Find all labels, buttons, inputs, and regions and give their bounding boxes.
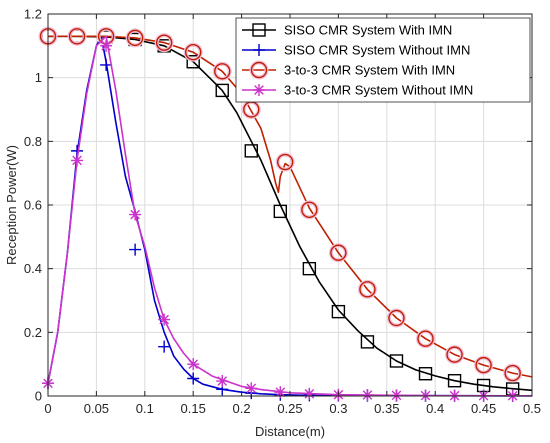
legend-entry: 3-to-3 CMR System Without IMN [242,83,473,98]
data-point [129,208,142,221]
x-tick-label: 0.15 [181,401,206,416]
y-tick-label: 1.2 [24,7,42,22]
y-tick-label: 0 [35,389,42,404]
data-point [389,354,404,368]
y-tick-label: 0.8 [24,134,42,149]
data-point [361,389,374,402]
data-point [245,382,258,395]
x-tick-label: 0.05 [84,401,109,416]
data-point [244,144,258,158]
x-tick-label: 0.5 [523,401,541,416]
y-tick-label: 0.2 [24,325,42,340]
x-axis-label: Distance(m) [255,424,325,439]
data-point [215,83,229,98]
legend-entry: 3-to-3 CMR System With IMN [242,60,455,80]
data-point [330,244,347,261]
y-tick-label: 0.6 [24,198,42,213]
x-tick-label: 0.1 [136,401,154,416]
x-tick-label: 0.45 [471,401,496,416]
data-point [71,154,84,167]
data-point [302,261,317,276]
data-point [331,304,346,319]
data-point [253,84,265,96]
series-line [48,35,533,378]
data-point [187,358,200,371]
tick-labels: 0 0.05 0.1 0.15 0.2 0.25 0.3 0.35 0.4 0.45 0.5 0 0.2… [24,7,541,417]
legend-label: 3-to-3 CMR System With IMN [284,63,455,78]
data-point [250,61,268,79]
data-point [273,204,288,219]
data-point [253,44,265,56]
data-point [216,375,229,388]
data-point [475,356,492,374]
data-point [301,201,318,218]
y-tick-label: 0.4 [24,261,42,276]
data-point [158,313,171,326]
x-tick-label: 0.2 [233,401,251,416]
data-point [158,340,171,353]
data-point [418,367,433,381]
data-point [214,63,231,80]
y-tick-label: 1 [35,70,42,85]
data-point [126,29,144,47]
data-point [446,346,463,363]
data-point [186,55,200,69]
legend: SISO CMR System With IMN SISO CMR System … [235,17,531,103]
series-line [48,35,533,392]
data-point [155,34,173,51]
legend-entry: SISO CMR System Without IMN [242,43,470,58]
x-tick-label: 0.3 [329,401,347,416]
legend-entry: SISO CMR System With IMN [242,23,452,38]
data-point [359,281,376,298]
series-line [47,35,533,397]
data-point [187,372,200,385]
data-point [390,389,403,402]
data-point [129,243,142,256]
data-point [388,309,405,327]
data-point [184,44,202,61]
data-point [100,39,113,52]
data-point [274,386,287,399]
legend-label: SISO CMR System With IMN [284,23,452,38]
data-point [100,58,113,71]
data-point [68,28,86,45]
data-point [276,153,294,171]
legend-label: 3-to-3 CMR System Without IMN [284,83,473,98]
data-point [417,330,434,347]
data-point [447,374,462,388]
data-point [252,23,266,37]
legend-label: SISO CMR System Without IMN [284,43,470,58]
y-axis-label: Reception Power(W) [4,145,19,265]
data-point [303,387,316,400]
data-point [504,364,521,382]
x-tick-label: 0.25 [277,401,302,416]
x-tick-label: 0.35 [374,401,399,416]
data-point [360,335,375,349]
legend-box [235,17,531,103]
x-tick-label: 0.4 [426,401,444,416]
x-tick-label: 0 [44,401,51,416]
